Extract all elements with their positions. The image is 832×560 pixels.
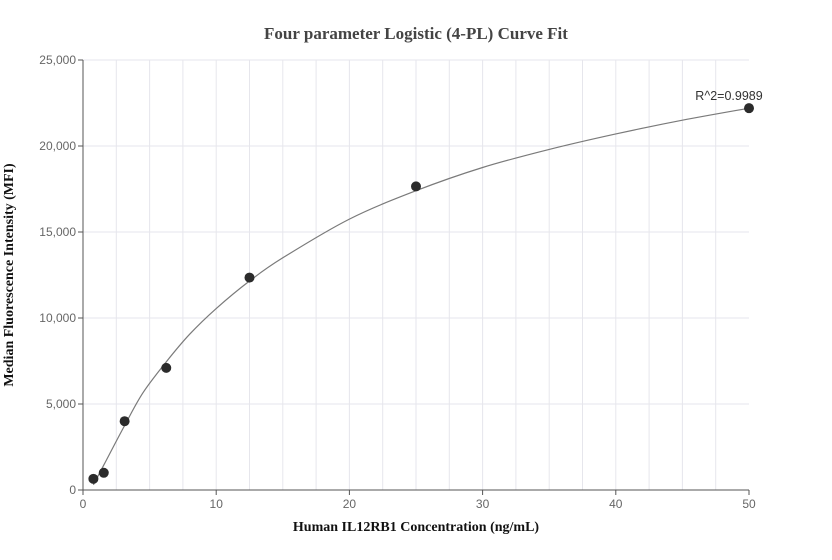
- data-point: [98, 467, 109, 478]
- fit-curve-group: [92, 107, 750, 486]
- chart-title: Four parameter Logistic (4-PL) Curve Fit: [264, 24, 568, 43]
- data-point: [88, 473, 99, 484]
- grid: [83, 59, 749, 490]
- x-tick-label: 0: [80, 497, 87, 511]
- data-point: [119, 416, 130, 427]
- data-point: [411, 181, 421, 192]
- data-points: [88, 103, 754, 484]
- r-squared-annotation: R^2=0.9989: [695, 89, 762, 103]
- y-axis-title: Median Fluorescence Intensity (MFI): [2, 163, 17, 387]
- axes: 0 10 20 30 40 50 0 5,000 10,000 15,000 20,000 25,00…: [39, 53, 756, 511]
- data-point: [744, 103, 754, 114]
- data-point: [161, 362, 172, 373]
- y-tick-label: 5,000: [46, 397, 76, 411]
- y-tick-label: 15,000: [39, 225, 76, 239]
- x-tick-label: 10: [210, 497, 224, 511]
- y-tick-label: 20,000: [39, 139, 76, 153]
- x-axis-title: Human IL12RB1 Concentration (ng/mL): [293, 520, 540, 535]
- y-tick-label: 10,000: [39, 311, 76, 325]
- x-tick-label: 30: [476, 497, 490, 511]
- fit-curve-line: [92, 107, 750, 486]
- x-tick-label: 40: [609, 497, 623, 511]
- x-tick-label: 50: [742, 497, 756, 511]
- data-point: [244, 272, 255, 283]
- y-tick-label: 0: [69, 483, 76, 497]
- y-tick-label: 25,000: [39, 53, 76, 67]
- x-tick-label: 20: [343, 497, 357, 511]
